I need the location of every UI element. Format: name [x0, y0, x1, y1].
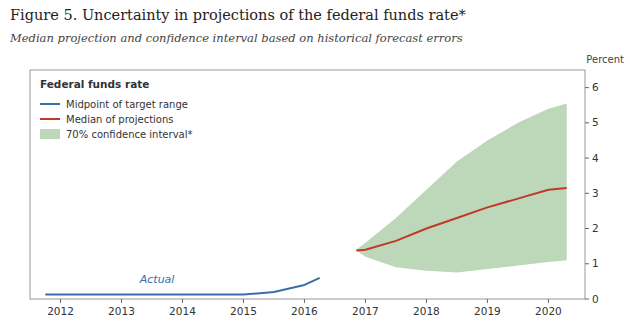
subtitle: Median projection and confidence interva…	[9, 31, 463, 45]
y-tick-label: 1	[592, 257, 599, 269]
x-tick-label: 2013	[108, 305, 135, 317]
x-tick	[548, 299, 549, 303]
x-tick-label: 2020	[535, 305, 562, 317]
y-tick-label: 0	[592, 293, 599, 305]
legend: Federal funds rate Midpoint of target ran…	[40, 78, 192, 140]
series-line	[356, 188, 566, 251]
x-tick	[243, 299, 244, 303]
x-tick	[60, 299, 61, 303]
x-tick-label: 2012	[47, 305, 74, 317]
legend-entry: Midpoint of target range	[66, 99, 188, 110]
confidence-band	[356, 103, 566, 272]
y-tick	[585, 228, 589, 229]
x-tick	[121, 299, 122, 303]
x-tick-label: 2014	[169, 305, 196, 317]
x-tick-label: 2015	[230, 305, 257, 317]
y-tick-label: 3	[592, 187, 599, 199]
y-tick	[585, 193, 589, 194]
y-tick	[585, 158, 589, 159]
y-tick	[585, 87, 589, 88]
x-tick	[304, 299, 305, 303]
title: Figure 5. Uncertainty in projections of …	[10, 7, 467, 23]
y-tick-label: 6	[592, 81, 599, 93]
y-tick	[585, 299, 589, 300]
y-tick-label: 4	[592, 152, 599, 164]
legend-swatch	[40, 118, 60, 120]
x-tick	[487, 299, 488, 303]
x-tick-label: 2016	[291, 305, 318, 317]
legend-entry: 70% confidence interval*	[66, 129, 192, 140]
legend-swatch	[40, 103, 60, 105]
legend-swatch	[40, 129, 60, 139]
x-tick-label: 2018	[413, 305, 440, 317]
chart: Figure 5. Uncertainty in projections of …	[0, 0, 630, 327]
y-tick	[585, 122, 589, 123]
x-tick-label: 2017	[352, 305, 379, 317]
plot-frame	[30, 70, 585, 299]
y-tick	[585, 263, 589, 264]
legend-entry: Median of projections	[66, 114, 174, 125]
x-tick	[182, 299, 183, 303]
x-tick-label: 2019	[474, 305, 501, 317]
y-tick-label: 5	[592, 116, 599, 128]
y-axis-label: Percent	[586, 54, 624, 65]
plot-area	[45, 103, 566, 294]
series-line	[45, 278, 319, 295]
legend-title: Federal funds rate	[40, 78, 149, 90]
y-tick-label: 2	[592, 222, 599, 234]
x-tick	[426, 299, 427, 303]
annotation: Actual	[139, 273, 175, 286]
x-tick	[365, 299, 366, 303]
